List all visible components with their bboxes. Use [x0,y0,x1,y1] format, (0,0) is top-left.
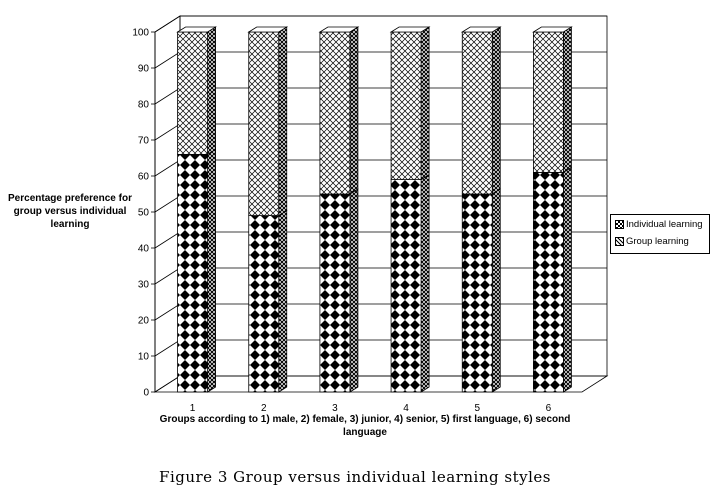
x-tick-label-2: 2 [261,403,267,414]
bar-group-5-side [491,26,501,195]
bar-group-3 [319,31,351,195]
y-tick-label: 50 [138,208,150,219]
legend: Individual learning Group learning [610,214,710,254]
legend-swatch-individual [615,220,624,229]
bar-group-5 [461,31,493,195]
x-axis-label: Groups according to 1) male, 2) female, … [159,414,571,438]
y-tick-label: 40 [138,244,150,255]
bar-individual-3-side [349,188,359,393]
legend-label-group: Group learning [626,236,689,247]
x-tick-label-3: 3 [332,403,338,414]
y-tick-label: 80 [138,100,150,111]
legend-label-individual: Individual learning [626,219,703,230]
y-tick-label: 70 [138,136,150,147]
y-axis-label: Percentage preference for group versus i… [8,193,132,230]
bar-group-6-side [563,26,572,174]
bar-individual-6 [533,171,564,393]
bar-group-3-side [349,26,359,195]
bar-individual-2-side [278,209,288,393]
y-tick-label: 90 [138,64,150,75]
bar-individual-4-side [420,173,430,393]
bar-group-1-side [207,26,216,156]
bar-group-2 [248,31,280,217]
bar-1-top [176,26,217,33]
x-tick-label-5: 5 [474,403,480,414]
bar-individual-1-side [207,148,216,393]
bar-4-top [389,26,431,33]
bar-individual-4 [390,179,422,393]
y-tick-label: 60 [138,172,150,183]
bar-6-top [532,26,573,33]
x-tick-label-1: 1 [190,403,196,414]
floor [153,375,609,393]
y-tick-label: 0 [143,388,149,399]
bar-2-top [247,26,289,33]
y-tick-label: 100 [132,28,149,39]
legend-item-individual: Individual learning [615,219,703,230]
y-tick-label: 10 [138,352,150,363]
bar-individual-6-side [563,166,572,393]
bar-group-4-side [420,26,430,181]
bar-individual-5-side [491,188,501,393]
y-tick-label: 20 [138,316,150,327]
bar-individual-2 [248,215,280,393]
bar-group-4 [390,31,422,181]
bar-group-2-side [278,26,288,217]
bar-individual-3 [319,193,351,393]
gridline [154,15,607,33]
legend-swatch-group [615,237,624,246]
y-tick-label: 30 [138,280,150,291]
legend-item-group: Group learning [615,236,689,247]
bar-5-top [460,26,502,33]
x-tick-label-6: 6 [546,403,552,414]
bar-group-6 [533,31,564,173]
bar-3-top [318,26,360,33]
figure-caption: Figure 3 Group versus individual learnin… [159,468,551,486]
x-tick-label-4: 4 [403,403,409,414]
bar-group-1 [177,31,208,155]
bar-individual-5 [461,193,493,393]
bar-individual-1 [177,153,208,393]
